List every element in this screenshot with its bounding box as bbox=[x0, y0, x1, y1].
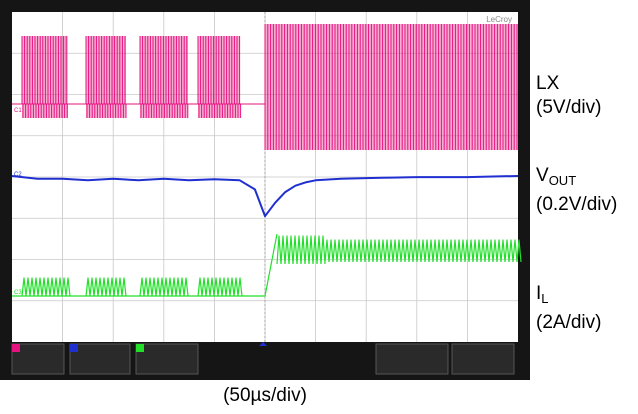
vout-trace bbox=[11, 175, 519, 218]
ch2-marker: C2 bbox=[14, 172, 22, 178]
lx-trace bbox=[12, 24, 518, 150]
lx-label: LX (5V/div) bbox=[536, 73, 602, 118]
oscilloscope-screen: LeCroy C1 C2 C3 bbox=[0, 0, 530, 380]
traces bbox=[11, 24, 522, 297]
info-bar bbox=[11, 343, 515, 375]
x-axis-caption: (50µs/div) bbox=[223, 385, 307, 406]
ch1-marker: C1 bbox=[14, 108, 22, 114]
vout-label: VOUT (0.2V/div) bbox=[536, 165, 618, 215]
il-label: IL (2A/div) bbox=[536, 283, 602, 333]
trigger-marker bbox=[259, 342, 267, 346]
il-trace bbox=[12, 233, 522, 297]
brand-logo: LeCroy bbox=[486, 15, 512, 24]
ch3-marker: C3 bbox=[14, 290, 22, 296]
